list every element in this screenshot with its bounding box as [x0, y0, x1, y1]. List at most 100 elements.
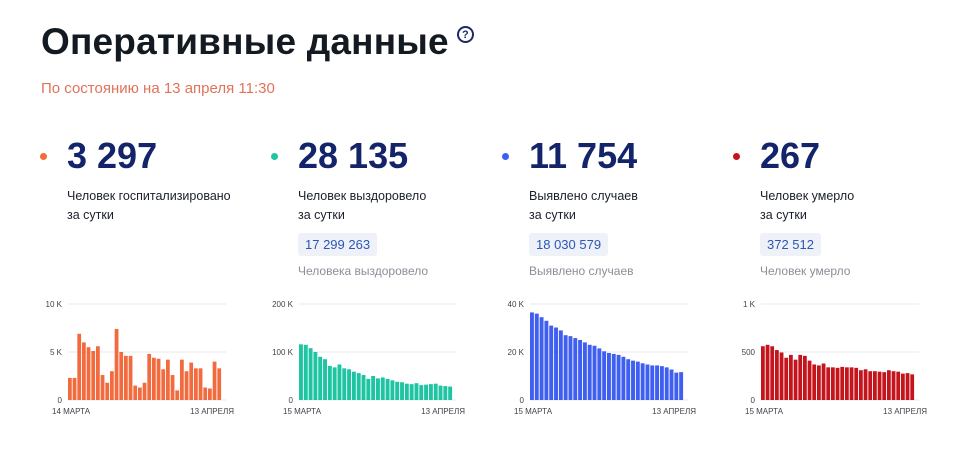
bar[interactable]	[72, 377, 77, 400]
bar[interactable]	[138, 387, 142, 400]
bar[interactable]	[679, 372, 684, 400]
bar[interactable]	[877, 371, 882, 400]
bar[interactable]	[659, 366, 664, 400]
bar[interactable]	[212, 361, 217, 400]
bar[interactable]	[765, 344, 770, 400]
bar[interactable]	[433, 383, 438, 400]
bar[interactable]	[539, 317, 544, 400]
bar[interactable]	[68, 377, 72, 400]
bar[interactable]	[376, 378, 380, 400]
bar[interactable]	[655, 365, 660, 400]
bar[interactable]	[840, 366, 845, 400]
bar[interactable]	[568, 336, 573, 400]
bar[interactable]	[891, 371, 896, 400]
bar[interactable]	[443, 386, 448, 400]
bar[interactable]	[621, 356, 626, 400]
bar[interactable]	[534, 313, 539, 400]
bar[interactable]	[110, 371, 114, 400]
bar[interactable]	[558, 330, 563, 400]
bar[interactable]	[400, 382, 404, 400]
bar[interactable]	[198, 368, 203, 400]
bar[interactable]	[327, 365, 332, 400]
bar[interactable]	[770, 346, 775, 400]
bar[interactable]	[124, 355, 128, 400]
bar[interactable]	[448, 386, 453, 400]
bar[interactable]	[166, 359, 170, 400]
bar[interactable]	[156, 358, 161, 400]
bar[interactable]	[554, 327, 558, 400]
bar[interactable]	[194, 368, 198, 400]
bar[interactable]	[385, 378, 390, 400]
bar[interactable]	[208, 388, 212, 400]
question-circle-icon[interactable]: ?	[456, 26, 474, 43]
bar[interactable]	[100, 375, 105, 400]
bar[interactable]	[602, 351, 607, 400]
bar[interactable]	[626, 359, 631, 400]
bar[interactable]	[784, 357, 789, 400]
bar[interactable]	[793, 359, 798, 400]
bar[interactable]	[428, 384, 433, 400]
bar[interactable]	[77, 333, 82, 400]
bar[interactable]	[189, 362, 194, 400]
bar[interactable]	[831, 367, 835, 400]
bar[interactable]	[779, 352, 784, 400]
bar[interactable]	[323, 359, 327, 400]
bar[interactable]	[424, 384, 429, 400]
bar[interactable]	[582, 342, 587, 400]
bar[interactable]	[133, 385, 138, 400]
bar[interactable]	[563, 335, 568, 400]
bar[interactable]	[303, 344, 308, 400]
bar[interactable]	[308, 348, 313, 400]
bar[interactable]	[119, 352, 124, 400]
bar[interactable]	[798, 354, 803, 400]
bar[interactable]	[419, 385, 424, 400]
bar[interactable]	[91, 351, 96, 400]
bar[interactable]	[82, 342, 86, 400]
bar[interactable]	[351, 371, 356, 400]
bar[interactable]	[674, 372, 679, 400]
bar[interactable]	[86, 347, 91, 400]
bar[interactable]	[128, 355, 133, 400]
bar[interactable]	[318, 356, 323, 400]
bar[interactable]	[645, 364, 650, 400]
bar[interactable]	[901, 373, 905, 400]
bar[interactable]	[650, 365, 655, 400]
bar[interactable]	[175, 390, 180, 400]
bar[interactable]	[826, 367, 831, 400]
bar[interactable]	[631, 360, 635, 400]
bar[interactable]	[161, 369, 166, 400]
bar[interactable]	[573, 338, 578, 400]
bar[interactable]	[438, 385, 443, 400]
bar[interactable]	[180, 359, 184, 400]
bar[interactable]	[896, 371, 901, 400]
bar[interactable]	[587, 344, 592, 400]
bar[interactable]	[544, 320, 549, 400]
bar[interactable]	[863, 369, 868, 400]
bar[interactable]	[142, 382, 147, 400]
bar[interactable]	[105, 382, 110, 400]
bar[interactable]	[849, 367, 854, 400]
bar[interactable]	[347, 369, 352, 400]
bar[interactable]	[337, 364, 342, 400]
bar[interactable]	[203, 387, 208, 400]
bar[interactable]	[549, 325, 554, 400]
bar[interactable]	[361, 375, 366, 400]
bar[interactable]	[854, 367, 859, 400]
bar[interactable]	[147, 353, 152, 400]
bar[interactable]	[910, 374, 915, 400]
bar[interactable]	[887, 370, 891, 400]
bar[interactable]	[530, 312, 534, 400]
bar[interactable]	[873, 371, 877, 400]
bar[interactable]	[96, 346, 100, 400]
bar[interactable]	[217, 368, 222, 400]
bar[interactable]	[592, 345, 597, 400]
bar[interactable]	[380, 377, 385, 400]
bar[interactable]	[409, 384, 414, 400]
bar[interactable]	[597, 348, 602, 400]
bar[interactable]	[635, 361, 640, 400]
bar[interactable]	[868, 371, 873, 400]
bar[interactable]	[807, 360, 812, 400]
bar[interactable]	[342, 368, 347, 400]
bar[interactable]	[882, 372, 887, 400]
bar[interactable]	[664, 367, 669, 400]
